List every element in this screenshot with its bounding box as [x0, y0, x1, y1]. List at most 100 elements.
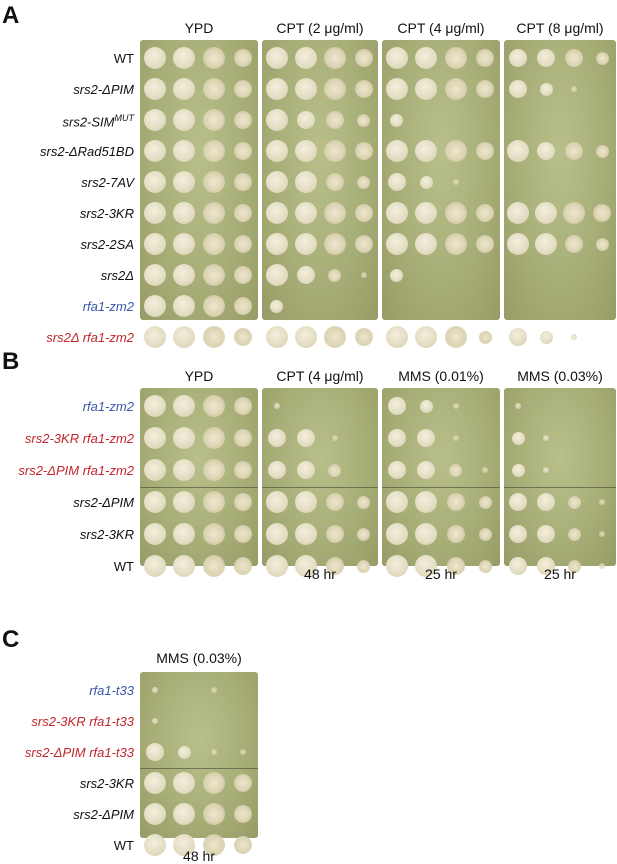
yeast-spot: [173, 295, 196, 317]
yeast-spot: [234, 266, 253, 284]
yeast-spot: [571, 86, 577, 92]
yeast-spot: [234, 429, 253, 447]
yeast-spot: [537, 49, 555, 67]
yeast-spot: [202, 233, 225, 255]
yeast-spot: [507, 233, 529, 255]
yeast-spot: [543, 467, 549, 473]
yeast-spot: [265, 47, 288, 69]
yeast-spot: [415, 555, 438, 577]
yeast-spot: [539, 82, 553, 96]
strain-name: srs2-SIM: [62, 114, 115, 130]
yeast-spot: [234, 774, 253, 792]
yeast-spot: [444, 47, 467, 69]
yeast-spot: [509, 49, 527, 67]
yeast-spot: [482, 467, 489, 473]
strain-label: srs2Δ: [101, 268, 134, 283]
strain-name: srs2-3KR: [79, 527, 134, 542]
yeast-spot: [476, 235, 495, 253]
yeast-spot: [294, 326, 317, 348]
panel-letter-a: A: [2, 2, 20, 29]
yeast-spot: [535, 233, 557, 255]
yeast-spot: [385, 523, 408, 545]
yeast-spot: [143, 233, 166, 255]
yeast-spot: [478, 527, 492, 541]
yeast-spot: [325, 173, 344, 191]
yeast-spot: [234, 805, 253, 823]
yeast-spot: [509, 493, 527, 511]
yeast-spot: [511, 463, 525, 477]
yeast-spot: [234, 297, 253, 315]
yeast-spot: [296, 111, 315, 129]
strain-name: WT: [113, 838, 134, 853]
yeast-spot: [202, 459, 225, 481]
yeast-spot: [173, 772, 196, 794]
yeast-spot: [567, 527, 581, 541]
strain-name: srs2-7AV: [81, 175, 134, 190]
strain-name: srs2-3KR: [79, 206, 134, 221]
yeast-spot: [143, 772, 166, 794]
yeast-spot: [202, 523, 225, 545]
yeast-spot: [202, 171, 225, 193]
yeast-spot: [452, 403, 459, 409]
yeast-spot: [265, 140, 288, 162]
strain-label: srs2-3KR rfa1-t33: [31, 714, 134, 729]
yeast-spot: [478, 495, 492, 509]
yeast-spot: [415, 326, 438, 348]
yeast-spot: [446, 557, 465, 575]
yeast-spot: [145, 743, 164, 761]
yeast-spot: [234, 493, 253, 511]
plate-divider: [140, 768, 258, 769]
strain-label: srs2-3KR: [80, 206, 134, 221]
yeast-spot: [234, 173, 253, 191]
yeast-spot: [511, 431, 525, 445]
yeast-spot: [415, 78, 438, 100]
yeast-spot: [173, 140, 196, 162]
yeast-spot: [385, 140, 408, 162]
yeast-spot: [419, 175, 433, 189]
yeast-spot: [202, 264, 225, 286]
incubation-time: 48 hr: [304, 566, 336, 582]
yeast-spot: [234, 461, 253, 479]
yeast-spot: [143, 47, 166, 69]
strain-superscript: MUT: [114, 113, 135, 123]
yeast-spot: [294, 47, 317, 69]
yeast-spot: [173, 47, 196, 69]
yeast-spot: [419, 399, 433, 413]
yeast-spot: [599, 531, 605, 537]
yeast-spot: [543, 435, 549, 441]
yeast-spot: [323, 233, 346, 255]
yeast-spot: [599, 499, 605, 505]
yeast-spot: [595, 237, 609, 251]
yeast-spot: [273, 403, 280, 409]
yeast-spot: [537, 493, 555, 511]
plate-divider: [382, 487, 500, 488]
yeast-spot: [535, 202, 557, 224]
yeast-spot: [354, 235, 373, 253]
yeast-spot: [415, 523, 438, 545]
yeast-spot: [357, 175, 370, 189]
yeast-spot: [265, 264, 288, 286]
yeast-spot: [476, 49, 495, 67]
yeast-spot: [323, 140, 346, 162]
strain-name: srs2Δ rfa1-zm2: [46, 330, 134, 345]
yeast-spot: [202, 491, 225, 513]
yeast-spot: [202, 326, 225, 348]
column-header: MMS (0.03%): [517, 368, 603, 384]
yeast-spot: [143, 171, 166, 193]
yeast-spot: [444, 202, 467, 224]
yeast-spot: [385, 78, 408, 100]
yeast-spot: [452, 179, 459, 185]
yeast-spot: [509, 328, 527, 346]
yeast-spot: [571, 334, 577, 340]
strain-name: srs2-ΔPIM rfa1-zm2: [18, 463, 134, 478]
yeast-spot: [294, 523, 317, 545]
yeast-spot: [565, 235, 583, 253]
yeast-spot: [173, 834, 196, 856]
strain-name: srs2-ΔPIM: [73, 82, 134, 97]
yeast-spot: [385, 491, 408, 513]
yeast-spot: [234, 557, 253, 575]
yeast-spot: [143, 459, 166, 481]
yeast-spot: [234, 111, 253, 129]
plate-divider: [262, 487, 378, 488]
yeast-spot: [599, 563, 605, 569]
